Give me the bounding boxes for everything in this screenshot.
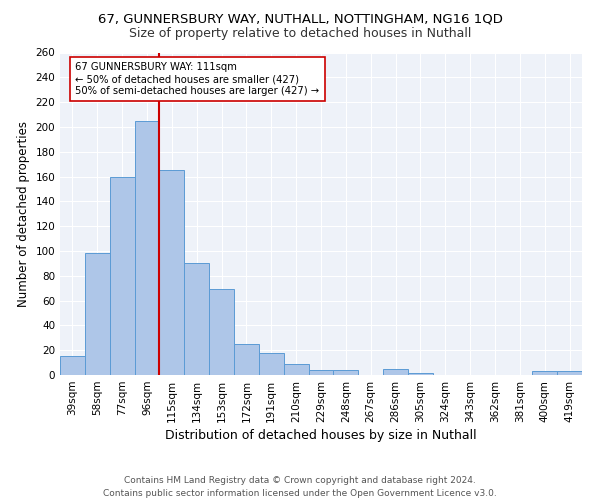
Bar xyxy=(234,344,259,375)
Text: 67 GUNNERSBURY WAY: 111sqm
← 50% of detached houses are smaller (427)
50% of sem: 67 GUNNERSBURY WAY: 111sqm ← 50% of deta… xyxy=(76,62,320,96)
Bar xyxy=(184,264,209,375)
X-axis label: Distribution of detached houses by size in Nuthall: Distribution of detached houses by size … xyxy=(165,429,477,442)
Bar xyxy=(259,352,284,375)
Bar xyxy=(557,372,582,375)
Bar xyxy=(308,370,334,375)
Bar xyxy=(284,364,308,375)
Bar xyxy=(532,372,557,375)
Bar xyxy=(209,290,234,375)
Text: 67, GUNNERSBURY WAY, NUTHALL, NOTTINGHAM, NG16 1QD: 67, GUNNERSBURY WAY, NUTHALL, NOTTINGHAM… xyxy=(98,12,502,26)
Text: Size of property relative to detached houses in Nuthall: Size of property relative to detached ho… xyxy=(129,28,471,40)
Y-axis label: Number of detached properties: Number of detached properties xyxy=(17,120,30,306)
Bar xyxy=(110,176,134,375)
Text: Contains HM Land Registry data © Crown copyright and database right 2024.
Contai: Contains HM Land Registry data © Crown c… xyxy=(103,476,497,498)
Bar xyxy=(408,372,433,375)
Bar xyxy=(334,370,358,375)
Bar xyxy=(160,170,184,375)
Bar xyxy=(383,369,408,375)
Bar xyxy=(134,120,160,375)
Bar xyxy=(85,254,110,375)
Bar xyxy=(60,356,85,375)
